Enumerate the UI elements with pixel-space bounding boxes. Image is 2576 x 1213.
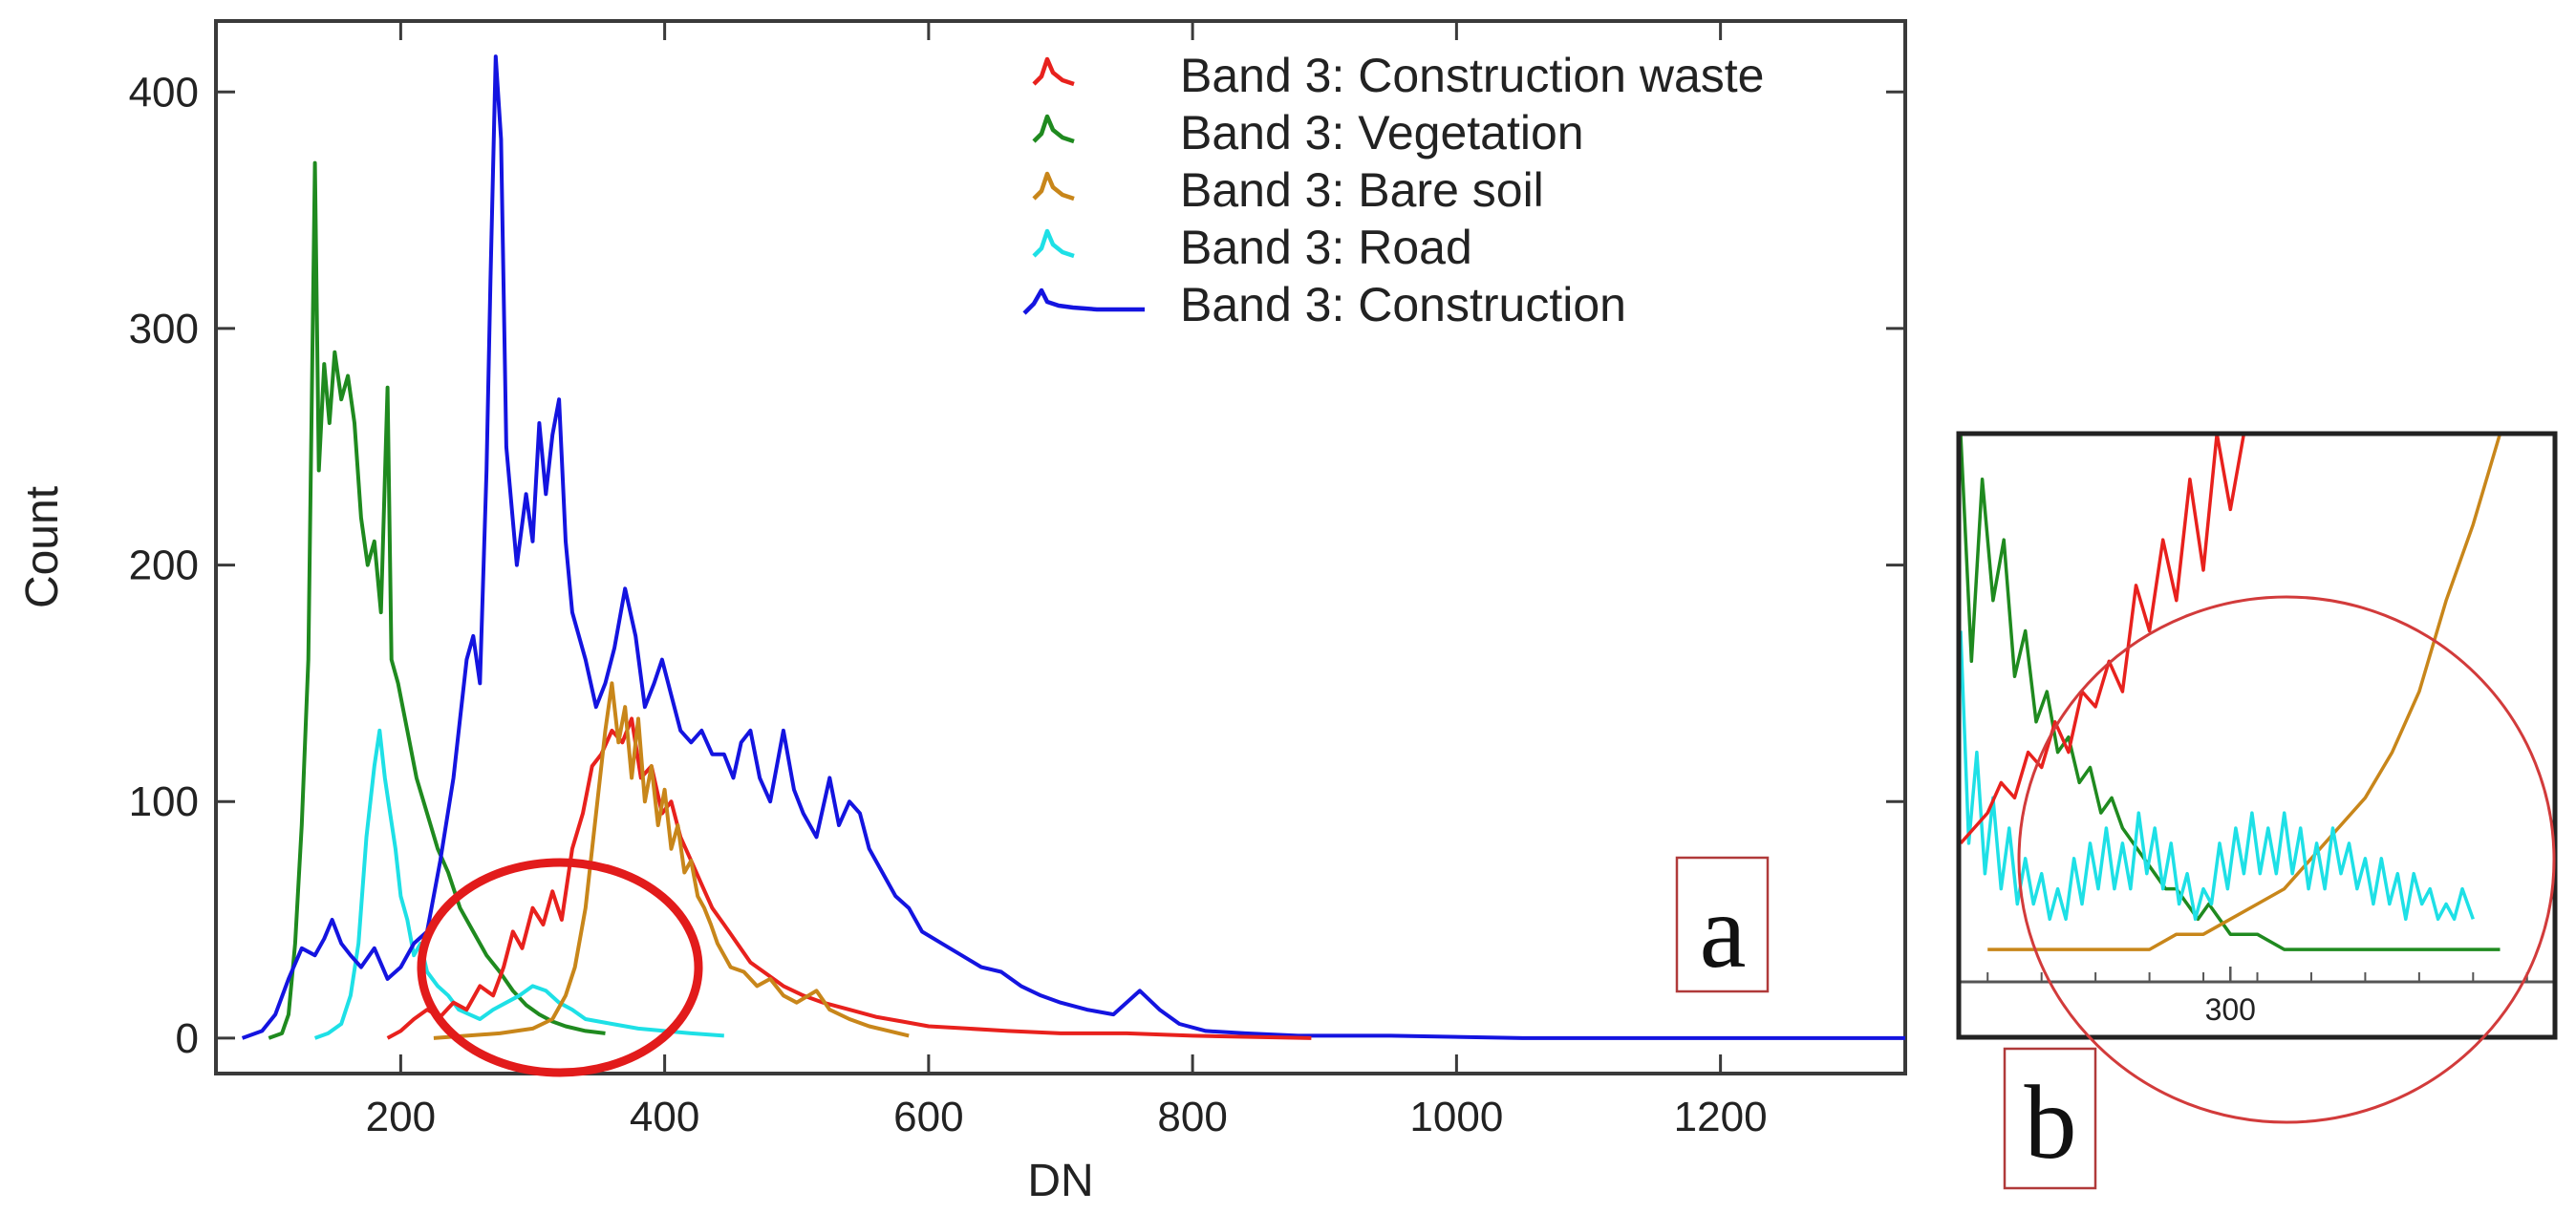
x-tick-label: 1200 [1674, 1094, 1768, 1140]
inset-axis-ticks: 300 [1986, 967, 2528, 1027]
legend-swatch-band-3-road [1032, 228, 1075, 259]
x-tick-label: 1000 [1409, 1094, 1503, 1140]
y-tick-label: 400 [129, 69, 199, 116]
x-tick-label: 200 [366, 1094, 436, 1140]
legend-swatch-band-3-vegetation [1032, 114, 1075, 144]
y-tick-label: 100 [129, 778, 199, 825]
inset-series-line-band-3-bare-soil [1987, 434, 2502, 951]
inset-series-line-band-3-vegetation [1961, 434, 2501, 951]
legend-label-band-3-construction-waste: Band 3: Construction waste [1180, 49, 1764, 102]
inset-x-tick-label: 300 [2205, 992, 2256, 1027]
x-tick-label: 600 [893, 1094, 963, 1140]
series-line-band-3-vegetation [268, 160, 606, 1040]
legend-swatch-band-3-construction [1022, 287, 1145, 315]
x-tick-label: 400 [630, 1094, 699, 1140]
chart-panel-a: 200 400 600 800 1000 1200 0 100 200 300 400 DN Cou… [17, 19, 1907, 1206]
legend-label-band-3-construction: Band 3: Construction [1180, 278, 1626, 331]
plot-frame [214, 19, 1907, 1075]
series-group [241, 54, 1905, 1040]
series-line-band-3-construction [241, 54, 1905, 1040]
panel-label-box-b [2003, 1047, 2097, 1190]
y-tick-label: 200 [129, 543, 199, 589]
chart-panel-b: 300 b [1956, 431, 2558, 1190]
inset-series-group [1961, 434, 2502, 951]
legend-label-band-3-bare-soil: Band 3: Bare soil [1180, 163, 1544, 217]
legend-label-band-3-vegetation: Band 3: Vegetation [1180, 106, 1584, 160]
inset-highlight-circle [2017, 595, 2556, 1124]
y-tick-label: 300 [129, 306, 199, 352]
inset-frame [1956, 431, 2558, 1040]
legend-swatch-band-3-construction-waste [1032, 56, 1075, 87]
series-line-band-3-road [313, 728, 724, 1040]
legend-label-band-3-road: Band 3: Road [1180, 221, 1472, 274]
x-axis-label: DN [1027, 1156, 1093, 1206]
series-line-band-3-bare-soil [433, 681, 910, 1040]
y-axis-label: Count [17, 486, 68, 608]
x-tick-label: 800 [1157, 1094, 1227, 1140]
inset-series-line-band-3-road [1961, 630, 2475, 922]
tick-labels: 200 400 600 800 1000 1200 0 100 200 300 400 [129, 69, 1768, 1140]
panel-label-a: a [1700, 873, 1747, 990]
legend-swatch-band-3-bare-soil [1032, 171, 1075, 202]
highlight-circle [417, 858, 703, 1077]
panel-label-box-a [1675, 856, 1770, 993]
series-line-band-3-construction-waste [386, 716, 1312, 1040]
inset-background [1959, 434, 2555, 1037]
panel-label-b: b [2025, 1064, 2077, 1181]
y-tick-label: 0 [176, 1015, 199, 1062]
